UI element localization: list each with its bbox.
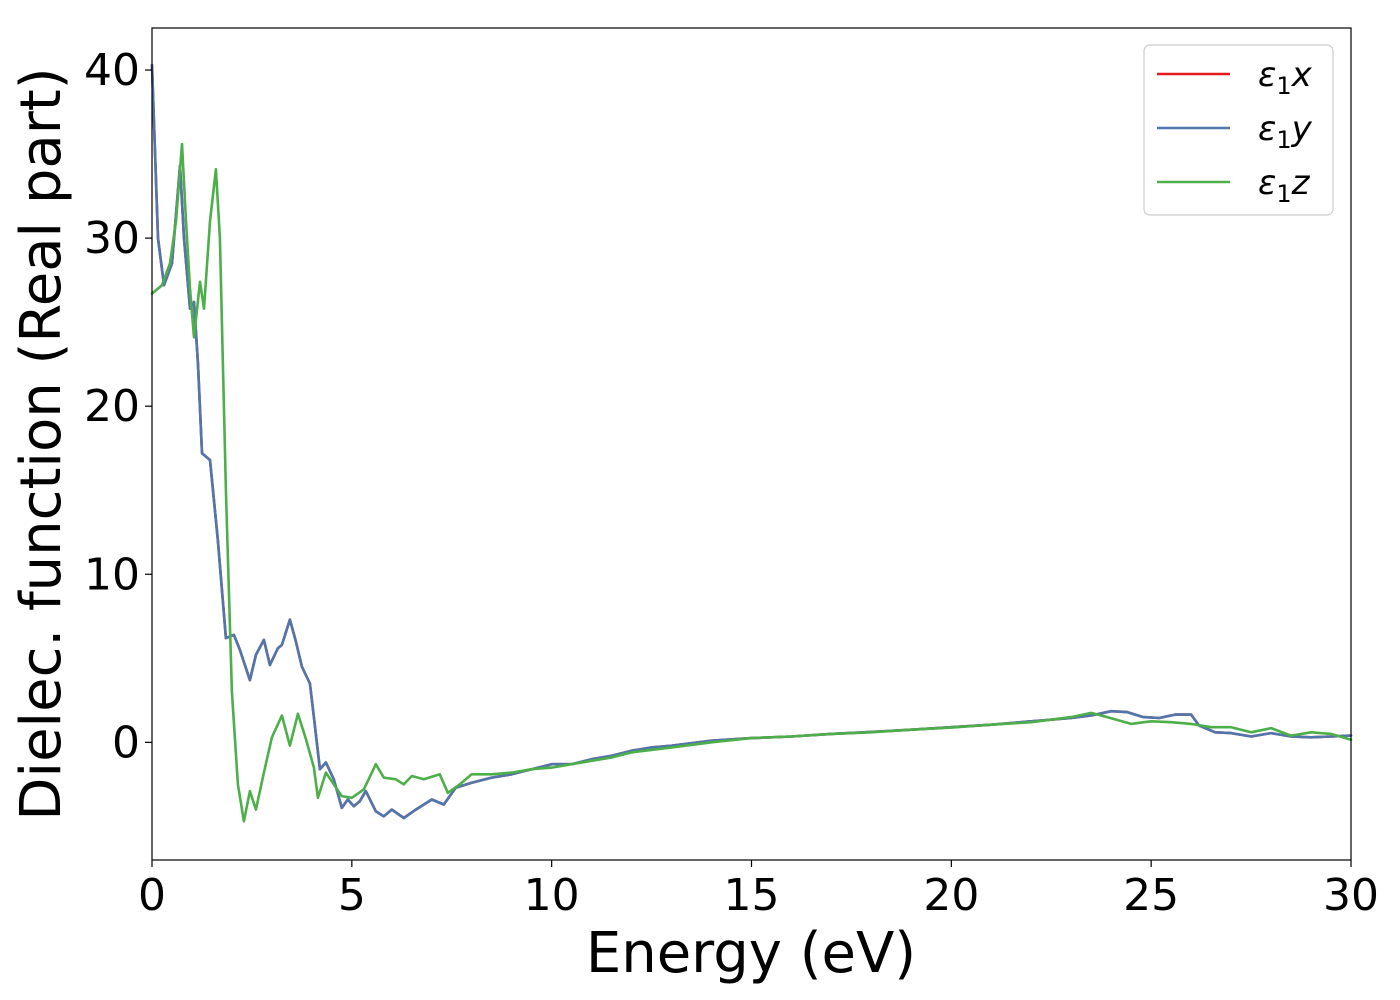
legend-label-x: ε1x: [1258, 55, 1313, 100]
series-line-z: [150, 142, 1353, 823]
y-tick-label: 0: [112, 717, 140, 768]
y-tick-label: 10: [84, 549, 140, 600]
legend: ε1x ε1y ε1z: [1143, 44, 1334, 216]
y-axis: 0 10 20 30 40: [84, 45, 152, 768]
legend-label-y: ε1y: [1258, 109, 1313, 154]
x-tick-label: 5: [338, 870, 366, 921]
x-axis-title: Energy (eV): [586, 921, 916, 986]
legend-box: [1143, 44, 1334, 216]
y-tick-label: 30: [84, 213, 140, 264]
y-tick-label: 40: [84, 45, 140, 96]
x-tick-label: 30: [1323, 870, 1379, 921]
x-axis: 0 5 10 15 20 25 30: [138, 860, 1379, 921]
series-line-y: [150, 63, 1353, 820]
x-tick-label: 10: [524, 870, 580, 921]
x-tick-label: 15: [724, 870, 780, 921]
y-tick-label: 20: [84, 381, 140, 432]
x-tick-label: 0: [138, 870, 166, 921]
y-axis-title: Dielec. function (Real part): [9, 67, 74, 820]
x-tick-label: 20: [923, 870, 979, 921]
legend-label-z: ε1z: [1258, 163, 1311, 208]
x-tick-label: 25: [1123, 870, 1179, 921]
series-layer: [150, 63, 1353, 823]
